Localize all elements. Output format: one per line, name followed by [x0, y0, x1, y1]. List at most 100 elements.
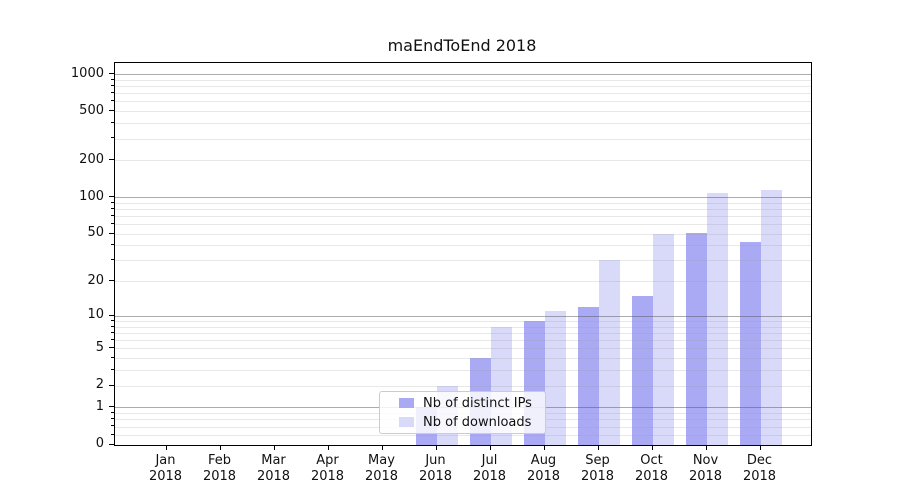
xtick-mark-jun	[435, 445, 437, 450]
ytick-minor-mark-7	[111, 332, 114, 333]
minor-gridline-6	[115, 340, 811, 342]
minor-gridline-80	[115, 208, 811, 210]
xtick-label-sep: Sep 2018	[570, 453, 626, 485]
ytick-minor-mark-30	[111, 259, 114, 261]
xtick-year-apr: 2018	[310, 469, 345, 484]
minor-gridline-9	[115, 321, 811, 322]
xtick-label-jun: Jun 2018	[408, 453, 464, 485]
ytick-minor-mark-300	[111, 137, 114, 139]
ytick-label-100: 100	[79, 188, 104, 204]
bar-ips-sep	[577, 306, 599, 445]
ytick-label-1000: 1000	[70, 65, 104, 81]
minor-gridline-90	[115, 202, 811, 204]
xtick-label-nov: Nov 2018	[678, 453, 734, 485]
legend: Nb of distinct IPs Nb of downloads	[379, 391, 546, 434]
ytick-minor-mark-400	[111, 122, 114, 124]
major-gridline-1000	[115, 74, 811, 76]
minor-gridline-900	[115, 79, 811, 81]
legend-entry-distinct-ips: Nb of distinct IPs	[380, 395, 545, 411]
xtick-label-feb: Feb 2018	[192, 453, 248, 485]
xtick-year-jul: 2018	[472, 469, 507, 484]
ytick-label-2: 2	[95, 377, 104, 393]
minor-gridline-400	[115, 123, 811, 125]
bar-downloads-nov	[706, 192, 728, 445]
minor-gridline-200	[115, 160, 811, 162]
xtick-year-jun: 2018	[418, 469, 453, 484]
ytick-mark-100	[109, 196, 114, 198]
minor-gridline-20	[115, 281, 811, 283]
ytick-minor-mark-0.4	[111, 425, 114, 427]
ytick-minor-mark-20	[111, 280, 114, 282]
minor-gridline-3	[115, 370, 811, 372]
minor-gridline-40	[115, 245, 811, 247]
ytick-minor-mark-800	[111, 85, 114, 87]
minor-gridline-500	[115, 111, 811, 113]
xtick-mark-jan	[165, 445, 167, 450]
ytick-label-50: 50	[87, 225, 104, 241]
ytick-label-1: 1	[95, 398, 104, 414]
minor-gridline-4	[115, 358, 811, 360]
minor-gridline-700	[115, 93, 811, 95]
ytick-minor-mark-200	[111, 159, 114, 161]
ytick-mark-0	[109, 443, 114, 445]
ytick-minor-mark-2	[111, 384, 114, 386]
xtick-label-jan: Jan 2018	[138, 453, 194, 485]
xtick-mark-dec	[759, 445, 761, 450]
distinct-ips-swatch	[399, 398, 414, 408]
xtick-mark-feb	[219, 445, 221, 450]
minor-gridline-2	[115, 385, 811, 387]
bar-downloads-dec	[760, 189, 782, 445]
minor-gridline-8	[115, 326, 811, 328]
bar-ips-dec	[739, 241, 761, 445]
ytick-label-5: 5	[95, 339, 104, 355]
xtick-mark-sep	[597, 445, 599, 450]
downloads-swatch	[399, 417, 414, 427]
ytick-minor-mark-700	[111, 92, 114, 94]
xtick-year-oct: 2018	[634, 469, 669, 484]
xtick-year-dec: 2018	[742, 469, 777, 484]
ytick-minor-mark-60	[111, 223, 114, 225]
xtick-mark-oct	[651, 445, 653, 450]
minor-gridline-5	[115, 348, 811, 350]
xtick-mark-nov	[705, 445, 707, 450]
xtick-year-may: 2018	[364, 469, 399, 484]
xtick-year-jan: 2018	[148, 469, 183, 484]
ytick-minor-mark-5	[111, 347, 114, 349]
minor-gridline-60	[115, 224, 811, 226]
ytick-minor-mark-80	[111, 207, 114, 209]
minor-gridline-7	[115, 333, 811, 334]
bar-downloads-sep	[598, 260, 620, 445]
xtick-mark-aug	[543, 445, 545, 450]
xtick-year-sep: 2018	[580, 469, 615, 484]
ytick-minor-mark-50	[111, 232, 114, 234]
ytick-minor-mark-0.2	[111, 433, 114, 435]
ytick-minor-mark-6	[111, 339, 114, 341]
ytick-minor-mark-9	[111, 320, 114, 322]
chart-title: maEndToEnd 2018	[387, 36, 537, 55]
ytick-minor-mark-8	[111, 325, 114, 327]
ytick-minor-mark-0.8	[111, 411, 114, 413]
ytick-label-10: 10	[87, 307, 104, 323]
major-gridline-10	[115, 315, 811, 317]
ytick-minor-mark-4	[111, 357, 114, 359]
ytick-mark-1	[109, 406, 114, 408]
ytick-minor-mark-3	[111, 369, 114, 371]
ytick-mark-1000	[109, 73, 114, 75]
ytick-label-200: 200	[79, 151, 104, 167]
ytick-label-0: 0	[95, 436, 104, 451]
minor-gridline-70	[115, 215, 811, 217]
xtick-mark-mar	[273, 445, 275, 450]
major-gridline-100	[115, 197, 811, 198]
xtick-mark-jul	[489, 445, 491, 450]
minor-gridline-30	[115, 260, 811, 262]
bar-ips-nov	[685, 232, 707, 445]
ytick-minor-mark-70	[111, 214, 114, 216]
xtick-label-apr: Apr 2018	[300, 453, 356, 485]
plot-area: Nb of distinct IPs Nb of downloads	[114, 62, 812, 446]
xtick-label-dec: Dec 2018	[732, 453, 788, 485]
minor-gridline-800	[115, 86, 811, 87]
xtick-label-may: May 2018	[354, 453, 410, 485]
ytick-minor-mark-600	[111, 100, 114, 102]
minor-gridline-0.2	[115, 434, 811, 436]
